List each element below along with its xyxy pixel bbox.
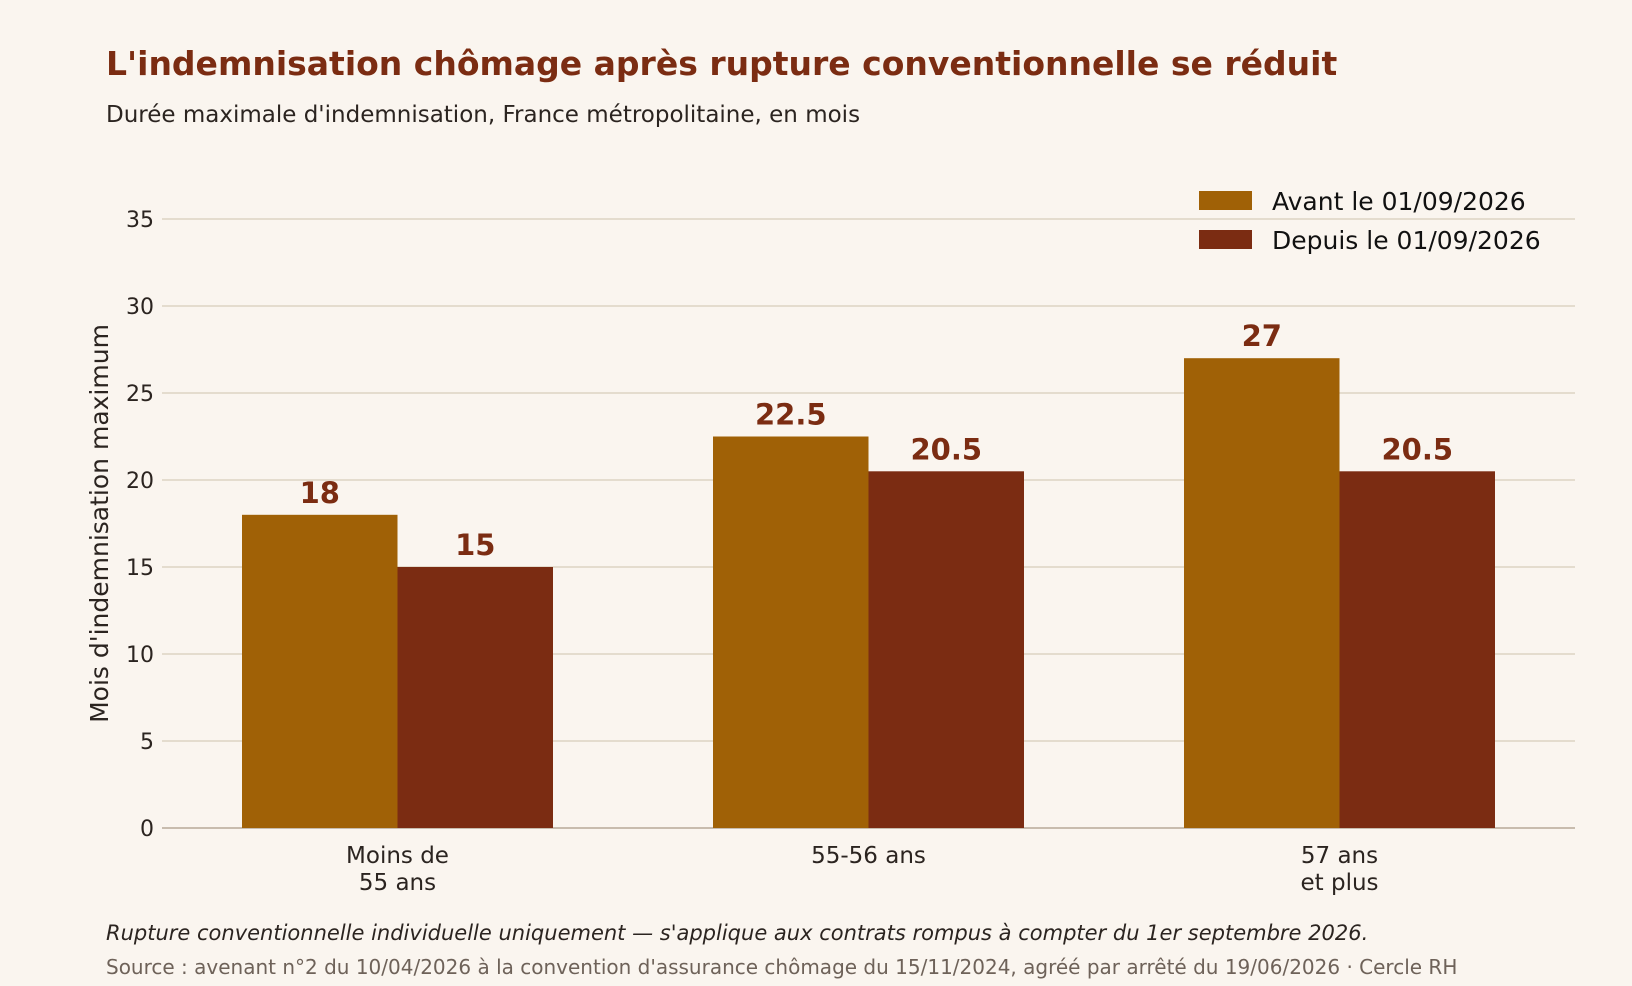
x-tick-label: et plus: [1300, 870, 1378, 896]
bar: [868, 471, 1024, 828]
y-tick-label: 30: [126, 295, 154, 320]
bar-chart: 0 5 10 15 20 25 30 35 Mois d'indemnisation maxim…: [85, 187, 1575, 896]
chart-subtitle: Durée maximale d'indemnisation, France m…: [106, 102, 861, 128]
data-label: 27: [1242, 319, 1282, 353]
y-axis-title: Mois d'indemnisation maximum: [85, 324, 114, 723]
x-tick-label: 57 ans: [1301, 843, 1378, 869]
x-tick-label: 55-56 ans: [811, 843, 926, 869]
labels: 0 5 10 15 20 25 30 35 Mois d'indemnisation maxim…: [85, 208, 1453, 896]
bar: [242, 514, 398, 828]
bar: [713, 436, 869, 828]
chart-title: L'indemnisation chômage après rupture co…: [106, 44, 1338, 83]
data-label: 20.5: [1381, 432, 1453, 466]
data-label: 20.5: [910, 432, 982, 466]
legend-swatch: [1199, 191, 1252, 210]
source-note: Source : avenant n°2 du 10/04/2026 à la …: [106, 955, 1458, 979]
data-label: 15: [455, 528, 495, 562]
y-tick-label: 0: [140, 817, 154, 842]
bar: [397, 567, 553, 828]
legend-label: Depuis le 01/09/2026: [1272, 226, 1541, 255]
legend-label: Avant le 01/09/2026: [1272, 187, 1526, 216]
data-label: 18: [300, 476, 340, 510]
x-tick-label: Moins de: [346, 843, 449, 869]
y-tick-label: 25: [126, 382, 154, 407]
bar: [1184, 358, 1340, 828]
x-tick-label: 55 ans: [359, 870, 436, 896]
y-tick-label: 35: [126, 208, 154, 233]
legend: Avant le 01/09/2026 Depuis le 01/09/2026: [1199, 187, 1541, 255]
bar: [1339, 471, 1495, 828]
footnote: Rupture conventionnelle individuelle uni…: [106, 921, 1369, 945]
y-tick-label: 10: [126, 643, 154, 668]
legend-swatch: [1199, 230, 1252, 249]
data-label: 22.5: [755, 398, 827, 432]
bars: [242, 358, 1495, 828]
y-tick-label: 20: [126, 469, 154, 494]
y-tick-label: 15: [126, 556, 154, 581]
y-tick-label: 5: [140, 730, 154, 755]
